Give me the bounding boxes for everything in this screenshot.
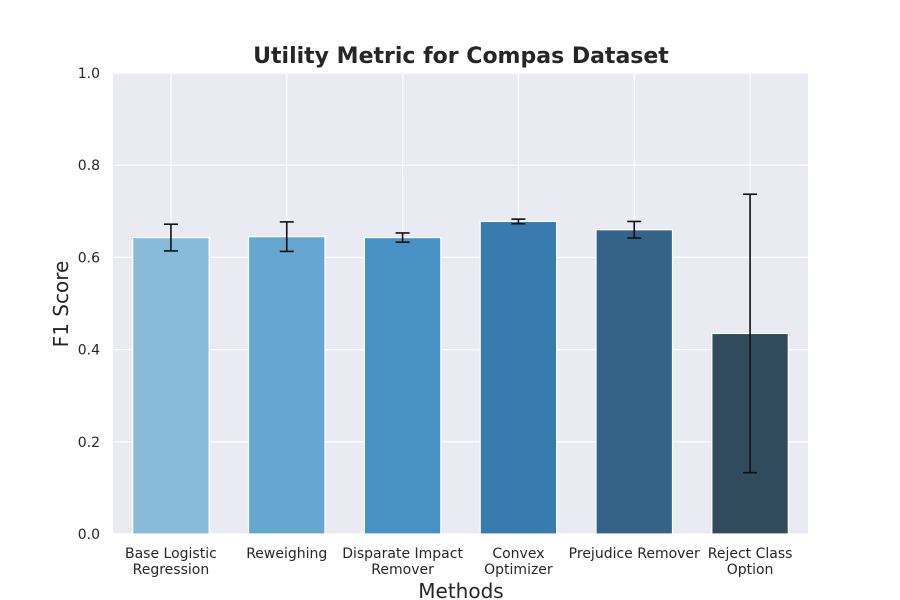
bar <box>479 220 558 535</box>
bars <box>132 220 789 535</box>
error-bar <box>627 220 642 239</box>
error-bars <box>163 193 758 474</box>
y-tick-label: 0.4 <box>78 343 100 359</box>
bar <box>132 236 210 535</box>
y-tick-label: 0.8 <box>78 158 100 174</box>
x-tick-label: Reweighing <box>246 546 327 562</box>
y-tick-label: 1.0 <box>78 66 100 82</box>
x-tick-label: Prejudice Remover <box>569 546 700 562</box>
y-ticks: 0.0 0.2 0.4 0.6 0.8 1.0 <box>78 66 100 543</box>
y-tick-label: 0.0 <box>78 527 100 543</box>
x-ticks: Base Logistic Regression Reweighing Dispara… <box>125 546 792 578</box>
error-bar <box>395 232 410 243</box>
chart-title: Utility Metric for Compas Dataset <box>253 44 669 69</box>
y-axis-label: F1 Score <box>49 261 73 348</box>
y-tick-label: 0.2 <box>78 435 100 451</box>
error-bar <box>511 218 526 225</box>
x-tick-label: Convex Optimizer <box>484 546 553 578</box>
error-bar <box>743 193 758 474</box>
bar <box>595 229 674 535</box>
x-tick-label: Disparate Impact Remover <box>342 546 463 578</box>
y-tick-label: 0.6 <box>78 250 100 266</box>
x-tick-label: Base Logistic Regression <box>125 546 217 578</box>
x-axis-label: Methods <box>418 579 503 600</box>
error-bar <box>279 221 294 253</box>
bar <box>363 236 442 535</box>
bar <box>247 236 326 535</box>
x-tick-label: Reject Class Option <box>708 546 793 578</box>
plot-area <box>113 73 808 534</box>
error-bar <box>163 223 178 252</box>
